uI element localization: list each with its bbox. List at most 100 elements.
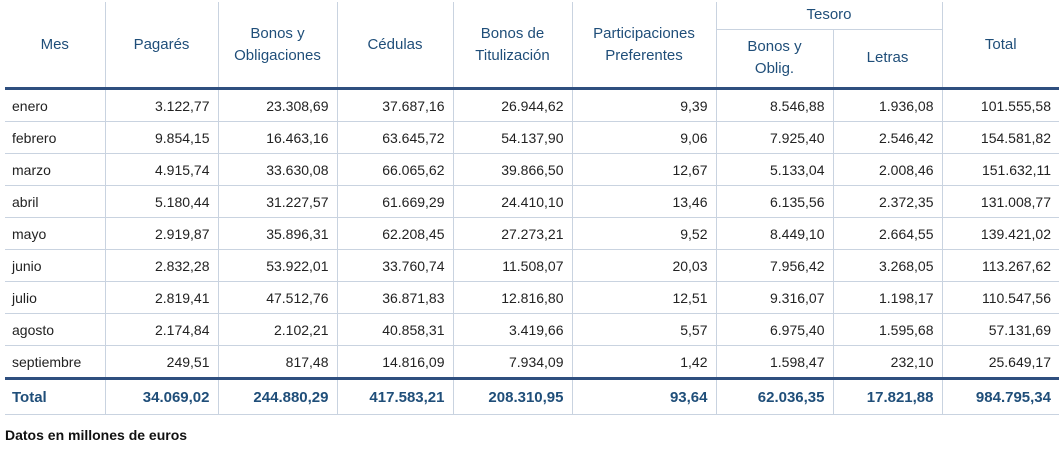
header-bonos-obligaciones: Bonos y Obligaciones — [217, 2, 338, 90]
cell-pagares: 5.180,44 — [104, 185, 219, 218]
table-row: enero 3.122,77 23.308,69 37.687,16 26.944,62… — [5, 88, 1059, 122]
total-bonos-titulizacion: 208.310,95 — [452, 378, 573, 415]
cell-bonos-titulizacion: 39.866,50 — [452, 153, 573, 186]
cell-tesoro-letras: 1.595,68 — [832, 313, 943, 346]
cell-bonos-obligaciones: 817,48 — [217, 345, 338, 380]
cell-total: 151.632,11 — [941, 153, 1059, 186]
cell-bonos-titulizacion: 3.419,66 — [452, 313, 573, 346]
cell-bonos-titulizacion: 54.137,90 — [452, 121, 573, 154]
cell-cedulas: 62.208,45 — [336, 217, 454, 250]
header-bonos-titulizacion-line1: Bonos de — [480, 24, 545, 42]
cell-cedulas: 66.065,62 — [336, 153, 454, 186]
cell-bonos-titulizacion: 27.273,21 — [452, 217, 573, 250]
total-tesoro-letras: 17.821,88 — [832, 378, 943, 415]
cell-pagares: 2.819,41 — [104, 281, 219, 314]
cell-tesoro-letras: 2.008,46 — [832, 153, 943, 186]
cell-mes: marzo — [5, 153, 106, 186]
totals-row: Total 34.069,02 244.880,29 417.583,21 20… — [5, 378, 1059, 415]
cell-participaciones: 12,51 — [571, 281, 717, 314]
cell-bonos-obligaciones: 53.922,01 — [217, 249, 338, 282]
cell-tesoro-letras: 2.546,42 — [832, 121, 943, 154]
cell-cedulas: 14.816,09 — [336, 345, 454, 380]
header-bonos-titulizacion: Bonos de Titulización — [452, 2, 573, 90]
header-cedulas: Cédulas — [336, 2, 454, 90]
cell-total: 101.555,58 — [941, 88, 1059, 122]
header-participaciones-line2: Preferentes — [605, 46, 683, 64]
cell-tesoro-bonos: 9.316,07 — [715, 281, 834, 314]
cell-cedulas: 36.871,83 — [336, 281, 454, 314]
cell-tesoro-bonos: 5.133,04 — [715, 153, 834, 186]
cell-mes: julio — [5, 281, 106, 314]
cell-tesoro-letras: 1.198,17 — [832, 281, 943, 314]
table-row: abril 5.180,44 31.227,57 61.669,29 24.410,10… — [5, 185, 1059, 218]
total-participaciones: 93,64 — [571, 378, 717, 415]
cell-bonos-obligaciones: 47.512,76 — [217, 281, 338, 314]
cell-cedulas: 33.760,74 — [336, 249, 454, 282]
cell-tesoro-letras: 232,10 — [832, 345, 943, 380]
cell-tesoro-bonos: 1.598,47 — [715, 345, 834, 380]
cell-total: 154.581,82 — [941, 121, 1059, 154]
cell-tesoro-letras: 2.664,55 — [832, 217, 943, 250]
cell-tesoro-bonos: 8.546,88 — [715, 88, 834, 122]
cell-tesoro-letras: 3.268,05 — [832, 249, 943, 282]
footnote: Datos en millones de euros — [5, 427, 188, 443]
table-row: septiembre 249,51 817,48 14.816,09 7.934,09 1… — [5, 345, 1059, 380]
header-tesoro-letras: Letras — [832, 29, 943, 91]
issuance-table: Mes Pagarés Bonos y Obligaciones Cédulas… — [5, 2, 1059, 415]
cell-total: 57.131,69 — [941, 313, 1059, 346]
cell-bonos-obligaciones: 31.227,57 — [217, 185, 338, 218]
header-bonos-obligaciones-line1: Bonos y — [250, 24, 305, 42]
cell-total: 113.267,62 — [941, 249, 1059, 282]
cell-bonos-obligaciones: 33.630,08 — [217, 153, 338, 186]
header-mes: Mes — [5, 2, 106, 90]
table-body: enero 3.122,77 23.308,69 37.687,16 26.944,62… — [5, 88, 1059, 380]
table-row: agosto 2.174,84 2.102,21 40.858,31 3.419,66 5… — [5, 313, 1059, 346]
cell-bonos-titulizacion: 7.934,09 — [452, 345, 573, 380]
cell-tesoro-bonos: 6.135,56 — [715, 185, 834, 218]
cell-tesoro-letras: 2.372,35 — [832, 185, 943, 218]
cell-pagares: 2.174,84 — [104, 313, 219, 346]
total-total: 984.795,34 — [941, 378, 1059, 415]
cell-participaciones: 9,39 — [571, 88, 717, 122]
header-tesoro: Tesoro — [715, 2, 943, 30]
total-bonos-obligaciones: 244.880,29 — [217, 378, 338, 415]
cell-cedulas: 63.645,72 — [336, 121, 454, 154]
cell-cedulas: 61.669,29 — [336, 185, 454, 218]
cell-participaciones: 12,67 — [571, 153, 717, 186]
cell-tesoro-letras: 1.936,08 — [832, 88, 943, 122]
header-tesoro-bonos-line2: Oblig. — [754, 60, 795, 78]
cell-participaciones: 9,06 — [571, 121, 717, 154]
cell-bonos-titulizacion: 26.944,62 — [452, 88, 573, 122]
cell-mes: mayo — [5, 217, 106, 250]
header-bonos-obligaciones-line2: Obligaciones — [234, 46, 321, 64]
cell-total: 25.649,17 — [941, 345, 1059, 380]
cell-bonos-obligaciones: 16.463,16 — [217, 121, 338, 154]
cell-pagares: 2.919,87 — [104, 217, 219, 250]
cell-mes: junio — [5, 249, 106, 282]
table-row: julio 2.819,41 47.512,76 36.871,83 12.816,80… — [5, 281, 1059, 314]
header-tesoro-bonos: Bonos y Oblig. — [716, 29, 834, 91]
cell-total: 131.008,77 — [941, 185, 1059, 218]
cell-mes: agosto — [5, 313, 106, 346]
table-row: marzo 4.915,74 33.630,08 66.065,62 39.866,50… — [5, 153, 1059, 186]
cell-mes: abril — [5, 185, 106, 218]
header-tesoro-bonos-line1: Bonos y — [747, 38, 802, 56]
cell-total: 139.421,02 — [941, 217, 1059, 250]
cell-bonos-obligaciones: 23.308,69 — [217, 88, 338, 122]
cell-participaciones: 13,46 — [571, 185, 717, 218]
cell-bonos-obligaciones: 2.102,21 — [217, 313, 338, 346]
cell-pagares: 3.122,77 — [104, 88, 219, 122]
total-cedulas: 417.583,21 — [336, 378, 454, 415]
cell-bonos-titulizacion: 11.508,07 — [452, 249, 573, 282]
cell-mes: enero — [5, 88, 106, 122]
cell-participaciones: 5,57 — [571, 313, 717, 346]
cell-tesoro-bonos: 7.925,40 — [715, 121, 834, 154]
cell-bonos-obligaciones: 35.896,31 — [217, 217, 338, 250]
cell-total: 110.547,56 — [941, 281, 1059, 314]
table-row: mayo 2.919,87 35.896,31 62.208,45 27.273,21 9… — [5, 217, 1059, 250]
cell-mes: septiembre — [5, 345, 106, 380]
cell-participaciones: 1,42 — [571, 345, 717, 380]
cell-bonos-titulizacion: 24.410,10 — [452, 185, 573, 218]
header-bonos-titulizacion-line2: Titulización — [475, 46, 550, 64]
total-tesoro-bonos: 62.036,35 — [715, 378, 834, 415]
